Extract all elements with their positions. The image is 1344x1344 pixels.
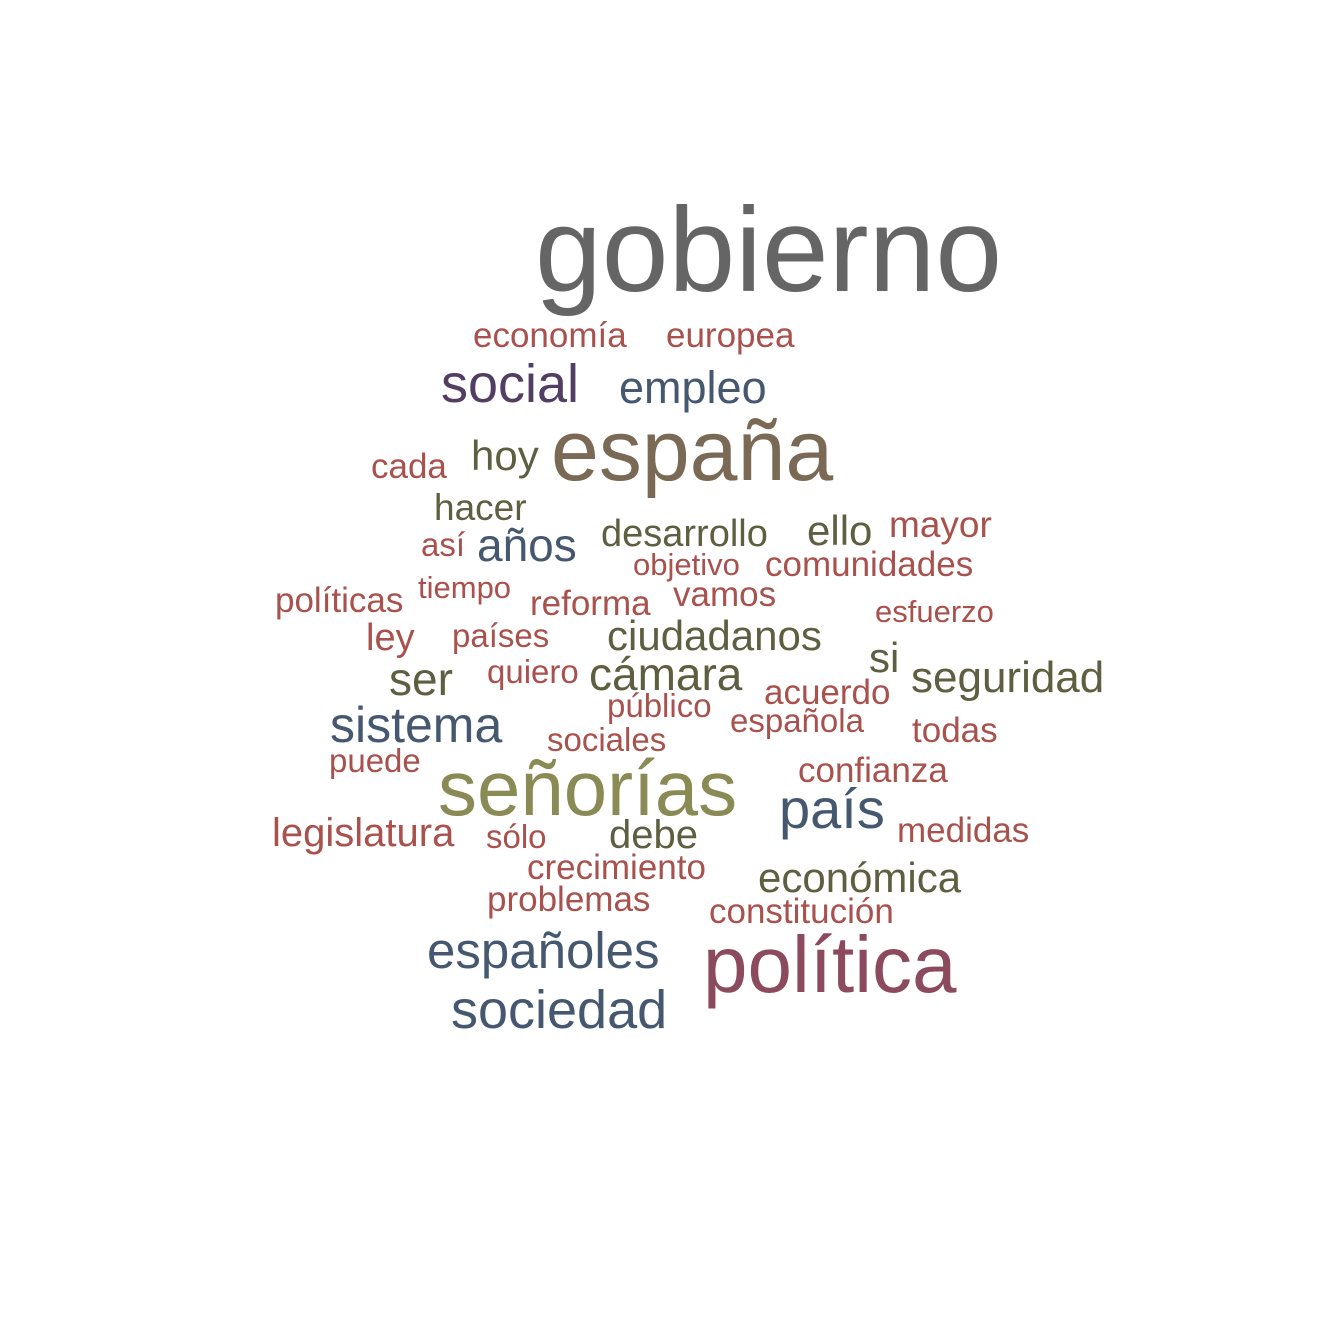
- word-espana: españa: [551, 403, 834, 499]
- word-economica: económica: [758, 854, 962, 901]
- word-confianza: confianza: [798, 751, 948, 790]
- word-todas: todas: [912, 711, 998, 750]
- word-ser: ser: [389, 653, 453, 705]
- word-seguridad: seguridad: [911, 653, 1105, 702]
- word-problemas: problemas: [487, 880, 651, 919]
- word-solo: sólo: [486, 818, 547, 855]
- word-puede: puede: [329, 742, 421, 779]
- word-senorias: señorías: [438, 744, 738, 832]
- word-sociales: sociales: [547, 721, 667, 758]
- word-ello: ello: [807, 507, 873, 554]
- word-objetivo: objetivo: [633, 547, 740, 582]
- word-si: si: [869, 634, 900, 681]
- word-reforma: reforma: [530, 584, 651, 623]
- word-social: social: [441, 354, 580, 414]
- word-debe: debe: [609, 813, 698, 857]
- word-quiero: quiero: [487, 653, 579, 690]
- word-asi: así: [421, 526, 466, 563]
- word-vamos: vamos: [673, 575, 777, 614]
- word-legislatura: legislatura: [272, 811, 455, 855]
- word-ciudadanos: ciudadanos: [607, 612, 822, 659]
- word-constitucion: constitución: [709, 892, 894, 931]
- word-empleo: empleo: [619, 362, 767, 413]
- word-mayor: mayor: [889, 504, 992, 545]
- word-desarrollo: desarrollo: [601, 513, 768, 555]
- word-publico: público: [607, 687, 712, 724]
- word-sociedad: sociedad: [451, 980, 668, 1040]
- word-camara: cámara: [589, 648, 743, 700]
- word-anos: años: [477, 519, 577, 571]
- word-sistema: sistema: [330, 697, 503, 753]
- word-economia: economía: [473, 316, 627, 355]
- word-comunidades: comunidades: [765, 545, 974, 584]
- word-politicas: políticas: [275, 581, 404, 620]
- word-politica: política: [703, 920, 957, 1009]
- word-europea: europea: [666, 316, 795, 355]
- word-hacer: hacer: [434, 487, 527, 528]
- word-gobierno: gobierno: [535, 183, 1003, 317]
- word-pais: país: [779, 777, 885, 840]
- word-medidas: medidas: [897, 811, 1030, 850]
- word-tiempo: tiempo: [418, 570, 512, 605]
- word-paises: países: [452, 617, 550, 654]
- word-espanoles: españoles: [427, 922, 660, 979]
- word-crecimiento: crecimiento: [527, 848, 706, 887]
- word-esfuerzo: esfuerzo: [875, 594, 994, 629]
- word-cada: cada: [371, 447, 447, 486]
- word-hoy: hoy: [471, 432, 539, 479]
- word-ley: ley: [366, 617, 415, 659]
- word-espanola: española: [730, 702, 864, 739]
- word-acuerdo: acuerdo: [764, 673, 891, 712]
